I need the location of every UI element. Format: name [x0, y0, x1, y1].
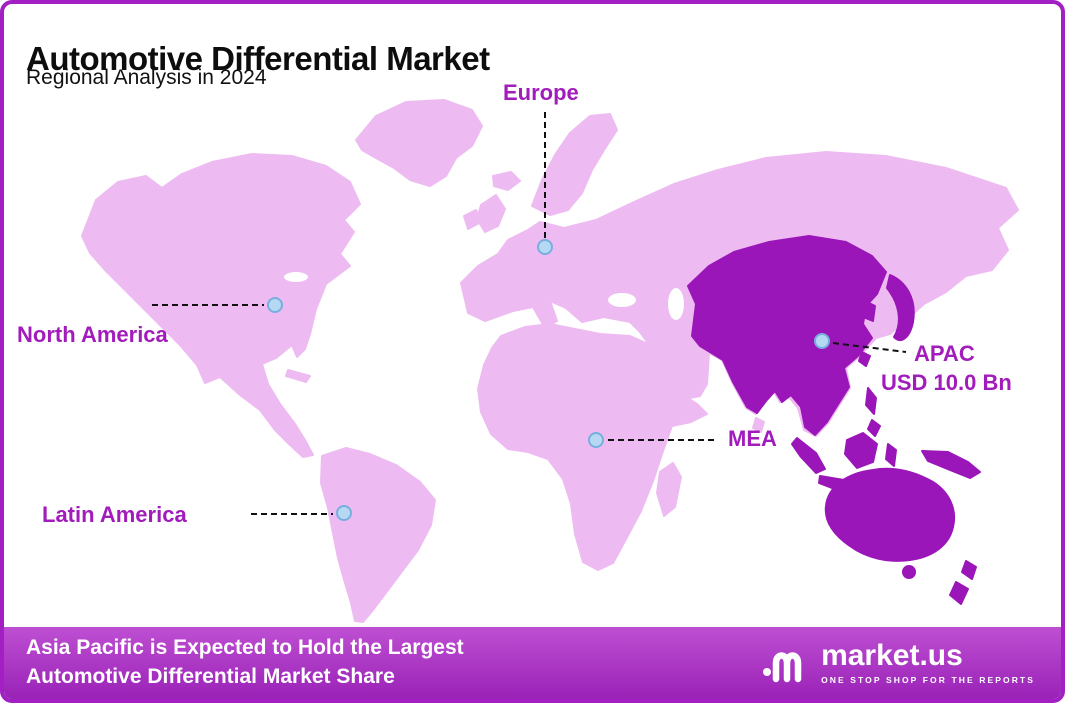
marker-apac [814, 333, 830, 349]
page-title: Automotive Differential Market [26, 40, 490, 78]
marketus-logo: market.us ONE STOP SHOP FOR THE REPORTS [761, 639, 1039, 687]
island-taiwan [858, 351, 871, 367]
great-lakes [284, 272, 308, 282]
marker-latin-america [336, 505, 352, 521]
continent-north-america [81, 153, 361, 458]
continent-south-america [320, 447, 436, 623]
region-value-apac: USD 10.0 Bn [881, 370, 1012, 395]
region-label-apac: APAC [914, 341, 975, 366]
island-sumatra [791, 437, 826, 474]
map-apac-highlight [687, 235, 981, 605]
island-madagascar [656, 462, 682, 517]
region-asia-dark [687, 235, 887, 436]
region-label-mea: MEA [728, 426, 777, 451]
banner-line1: Asia Pacific is Expected to Hold the Lar… [26, 636, 464, 660]
island-new-zealand-north [961, 560, 977, 580]
logo-text: market.us ONE STOP SHOP FOR THE REPORTS [821, 639, 1035, 686]
caspian-sea [668, 288, 684, 320]
location-markers [267, 239, 830, 521]
region-korea [862, 300, 876, 322]
islands-philippines-1 [865, 387, 877, 415]
footer-banner: Asia Pacific is Expected to Hold the Lar… [4, 627, 1061, 699]
banner-text: Asia Pacific is Expected to Hold the Lar… [26, 634, 464, 692]
island-iceland [492, 171, 521, 191]
leader-line-apac [832, 342, 907, 353]
black-sea [608, 293, 636, 307]
island-sri-lanka [752, 417, 765, 433]
continent-australia [824, 467, 955, 562]
region-scandinavia [531, 113, 618, 216]
logo-name: market.us [821, 639, 963, 672]
marker-europe [537, 239, 553, 255]
island-sulawesi [885, 443, 897, 467]
island-borneo [844, 432, 878, 469]
island-cuba [285, 369, 311, 383]
continent-greenland [355, 99, 483, 187]
island-new-guinea [921, 450, 981, 479]
region-label-latin-america: Latin America [42, 502, 187, 527]
world-map [81, 99, 1019, 623]
region-label-europe: Europe [503, 80, 579, 105]
region-label-north-america: North America [17, 322, 168, 347]
leader-lines [152, 112, 907, 515]
banner-line2: Automotive Differential Market Share [26, 665, 395, 688]
island-uk [476, 194, 506, 233]
logo-tagline: ONE STOP SHOP FOR THE REPORTS [821, 675, 1035, 685]
island-tasmania [902, 565, 916, 579]
marker-mea [588, 432, 604, 448]
inland-seas [284, 272, 684, 320]
region-japan [886, 274, 915, 342]
island-ireland [463, 209, 482, 230]
marketus-logo-icon [763, 652, 802, 683]
marker-north-america [267, 297, 283, 313]
islands-philippines-2 [867, 419, 881, 437]
island-new-zealand-south [949, 581, 969, 605]
island-hainan [834, 372, 846, 384]
page-subtitle: Regional Analysis in 2024 [26, 66, 267, 89]
